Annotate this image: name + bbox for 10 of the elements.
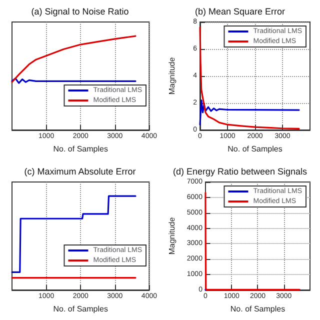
x-axis-title: No. of Samples: [230, 304, 286, 314]
chart-title: (a) Signal to Noise Ratio: [31, 6, 129, 16]
chart-title: (c) Maximum Absolute Error: [24, 166, 136, 176]
chart-title: (b) Mean Square Error: [194, 6, 286, 16]
y-axis-title: Magnitude: [168, 56, 176, 95]
x-axis-title: No. of Samples: [228, 144, 282, 154]
x-axis-title: No. of Samples: [53, 144, 108, 154]
x-axis-title: No. of Samples: [53, 304, 108, 314]
chart-title: (d) Energy Ratio between Signals: [172, 166, 308, 176]
y-axis-title: Magnitude: [168, 216, 176, 255]
